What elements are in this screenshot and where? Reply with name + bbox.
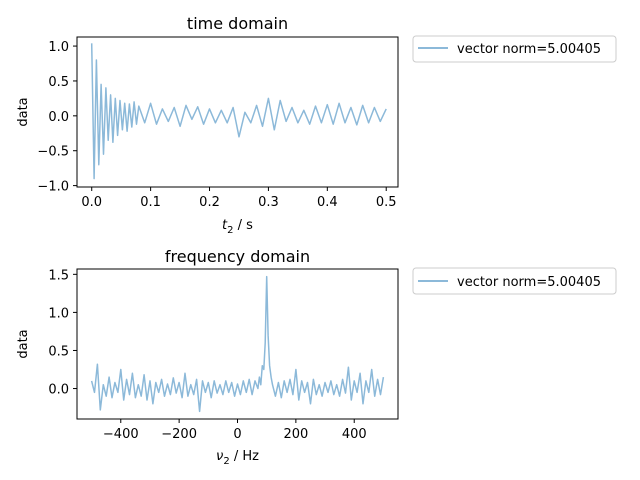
time-domain-ylabel: data [16,97,31,126]
time-domain-xlabel-unit: / s [234,218,254,233]
frequency-domain-xtick-label: 0 [233,427,241,442]
time-domain-legend-label: vector norm=5.00405 [457,42,601,57]
frequency-domain-xtick-label: −200 [161,427,197,442]
time-domain-xtick-label: 0.0 [81,195,102,210]
frequency-domain-series [90,275,385,413]
frequency-domain-ticks: −400 −200 0 200 400 0.0 0.5 1.0 1.5 [48,268,366,442]
frequency-domain-ylabel: data [16,329,31,358]
frequency-domain-xlabel-sub: 2 [223,456,229,467]
frequency-domain-xlabel: ν2 / Hz [216,449,259,467]
frequency-domain-title: frequency domain [165,247,310,266]
frequency-domain-xtick-label: 200 [283,427,308,442]
frequency-domain-series-line [90,275,385,413]
frequency-domain-ytick-label: 0.5 [48,344,69,359]
frequency-domain-ytick-label: 0.0 [48,383,69,398]
frequency-domain-panel: frequency domain data ν2 / Hz −400 −200 0 2… [16,247,617,467]
time-domain-xtick-label: 0.3 [258,195,279,210]
time-domain-ytick-label: −0.5 [37,145,69,160]
time-domain-ytick-label: −1.0 [37,180,69,195]
frequency-domain-xlabel-unit: / Hz [230,449,259,464]
time-domain-series-line [90,43,387,180]
frequency-domain-ytick-label: 1.5 [48,268,69,283]
time-domain-panel: time domain data t2 / s 0.0 0.1 0.2 0.3 0.4 0… [16,14,617,236]
frequency-domain-xtick-label: −400 [103,427,139,442]
time-domain-frame [76,36,399,188]
time-domain-ytick-label: 0.5 [48,75,69,90]
time-domain-ytick-label: 0.0 [48,110,69,125]
time-domain-title: time domain [187,14,288,33]
time-domain-xlabel-sub: 2 [227,225,233,236]
frequency-domain-legend-label: vector norm=5.00405 [457,275,601,290]
time-domain-xtick-label: 0.4 [317,195,338,210]
time-domain-xtick-label: 0.1 [140,195,161,210]
time-domain-xtick-label: 0.5 [376,195,397,210]
frequency-domain-legend-box [412,267,617,295]
time-domain-xlabel-var: t [222,218,228,233]
time-domain-xtick-label: 0.2 [199,195,220,210]
frequency-domain-xlabel-var: ν [216,449,223,464]
frequency-domain-xtick-label: 400 [342,427,367,442]
frequency-domain-ytick-label: 1.0 [48,306,69,321]
time-domain-ytick-label: 1.0 [48,40,69,55]
frequency-domain-legend: vector norm=5.00405 [412,267,617,295]
frequency-domain-frame [76,268,399,420]
time-domain-legend: vector norm=5.00405 [412,35,617,63]
time-domain-legend-box [412,35,617,63]
time-domain-series [90,43,387,180]
time-domain-ticks: 0.0 0.1 0.2 0.3 0.4 0.5 −1.0 −0.5 0.0 0.5 1.0 [37,40,396,210]
time-domain-xlabel: t2 / s [222,218,253,236]
